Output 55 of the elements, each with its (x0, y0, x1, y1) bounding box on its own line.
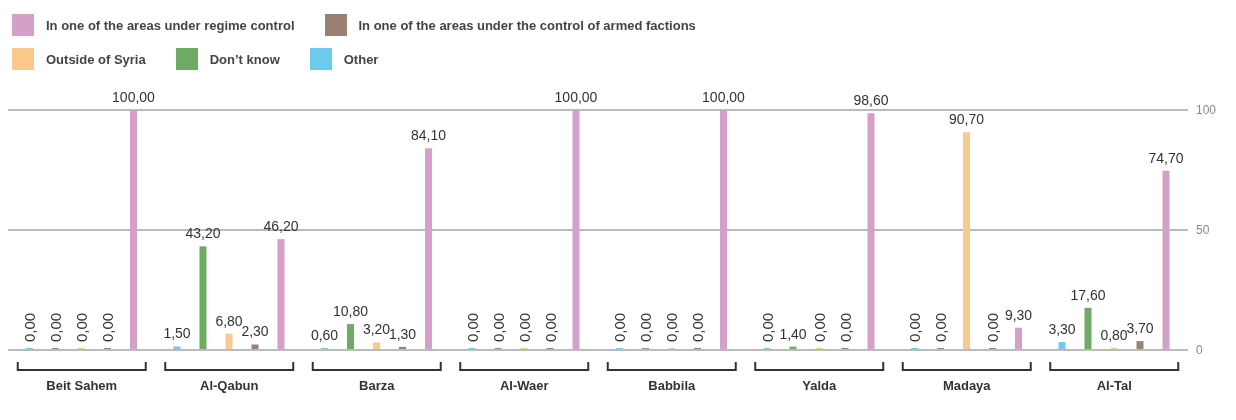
data-label: 98,60 (853, 92, 889, 109)
data-label: 0,60 (310, 327, 339, 343)
data-label: 17,60 (1070, 286, 1106, 303)
data-label: 0,00 (515, 312, 533, 342)
data-label: 0,00 (758, 312, 776, 342)
data-label: 3,30 (1048, 321, 1076, 338)
legend-label: Outside of Syria (46, 51, 146, 67)
x-tick-label: Barza (359, 378, 396, 393)
x-tick-label: Beit Sahem (46, 378, 118, 393)
data-label: 0,00 (637, 312, 654, 342)
legend-label: Don’t know (209, 51, 280, 67)
data-label: 0,00 (541, 312, 559, 342)
data-label: 0,00 (47, 312, 64, 342)
legend-label: In one of the areas under the control of armed factions (358, 17, 696, 33)
y-tick-label: 50 (1196, 223, 1210, 238)
data-label: 0,00 (99, 312, 116, 342)
data-label: 1,40 (779, 325, 807, 342)
y-tick-label: 100 (1196, 103, 1217, 118)
data-label: 0,00 (73, 312, 90, 342)
x-tick-label: Madaya (942, 378, 992, 393)
data-label: 46,20 (263, 218, 299, 235)
data-label: 0,00 (663, 312, 680, 342)
x-tick-label: Babbila (648, 378, 696, 393)
data-label: 9,30 (1004, 306, 1033, 323)
data-label: 1,50 (163, 325, 191, 342)
data-label: 0,00 (984, 312, 1001, 342)
data-label: 100,00 (702, 89, 746, 105)
data-label: 100,00 (112, 89, 156, 105)
data-label: 3,20 (362, 321, 391, 338)
legend-label: Other (343, 51, 379, 67)
legend-label: In one of the areas under regime control (46, 17, 295, 33)
x-tick-label: Al-Qabun (200, 378, 259, 393)
data-label: 84,10 (410, 127, 447, 144)
data-label: 6,80 (215, 312, 243, 329)
data-label: 74,70 (1148, 149, 1184, 166)
data-label: 10,80 (332, 303, 369, 320)
data-label: 0,00 (489, 312, 507, 342)
data-label: 43,20 (185, 225, 221, 242)
data-label: 0,00 (463, 312, 481, 342)
x-tick-label: Al-Tal (1096, 378, 1132, 393)
data-label: 0,80 (1100, 327, 1128, 343)
data-label: 0,00 (689, 312, 706, 342)
x-tick-label: Al-Waer (499, 378, 549, 393)
data-label: 0,00 (906, 312, 923, 342)
data-label: 0,00 (611, 312, 628, 342)
data-label: 100,00 (554, 89, 598, 105)
data-label: 2,30 (241, 323, 269, 340)
x-tick-label: Yalda (802, 378, 837, 393)
data-label: 90,70 (948, 111, 985, 128)
data-label: 0,00 (836, 312, 854, 342)
data-label: 0,00 (932, 312, 949, 342)
data-label: 0,00 (810, 312, 828, 342)
data-label: 0,00 (21, 312, 38, 342)
data-label: 3,70 (1126, 320, 1154, 337)
y-tick-label: 0 (1196, 343, 1203, 358)
